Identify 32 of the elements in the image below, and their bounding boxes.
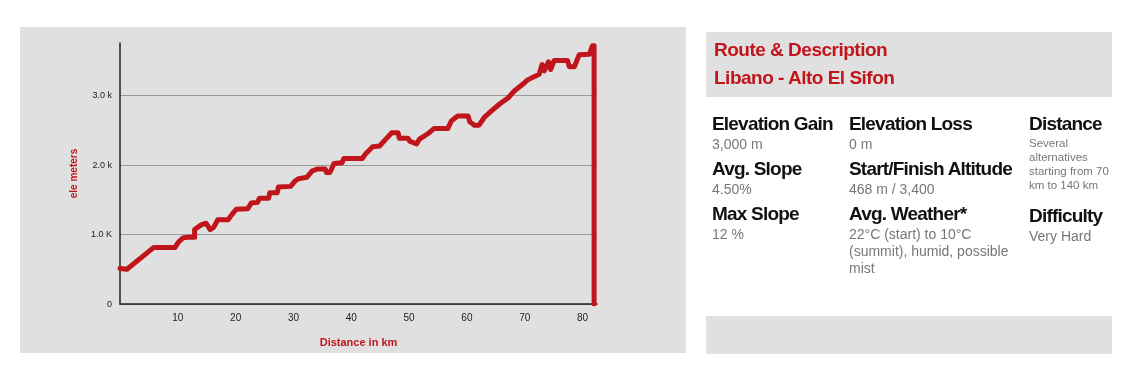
y-tick-label: 3.0 k (92, 90, 113, 101)
text: Elevation Gain (712, 112, 834, 136)
text: Start/Finish Altitude (849, 157, 1013, 181)
x-tick-label: 30 (287, 311, 300, 323)
text: Max Slope (712, 202, 800, 226)
text: Several alternatives starting from 70 km to 140 km (1029, 136, 1110, 192)
text: Distance (1029, 112, 1103, 136)
x-tick-label: 20 (230, 311, 242, 323)
text: Difficulty (1029, 204, 1104, 228)
x-tick-label: 10 (172, 311, 184, 323)
text: 468 m / 3,400 (849, 181, 936, 198)
text: Very Hard (1029, 228, 1093, 245)
y-tick-label: 0 (106, 299, 112, 309)
x-tick-label: 60 (461, 311, 473, 323)
x-tick-label: 50 (403, 311, 416, 323)
x-axis-title: Distance in km (319, 335, 398, 348)
text: Avg. Weather* (849, 202, 968, 226)
text: Libano - Alto El Sifon (714, 66, 896, 90)
text: 22°C (start) to 10°C (summit), humid, possible mist (849, 226, 1010, 277)
x-tick-label: 40 (345, 311, 358, 323)
text: Route & Description (714, 38, 889, 62)
text: 12 % (712, 226, 745, 243)
y-axis-title: ele meters (67, 148, 79, 199)
text: 0 m (849, 136, 874, 153)
text: Avg. Slope (712, 157, 803, 181)
text: Elevation Loss (849, 112, 973, 136)
y-tick-label: 1.0 K (90, 229, 112, 240)
text: 3,000 m (712, 136, 764, 153)
x-tick-label: 80 (576, 311, 589, 323)
text: 4.50% (712, 181, 753, 198)
x-tick-label: 70 (519, 311, 531, 323)
y-tick-label: 2.0 k (92, 159, 113, 170)
